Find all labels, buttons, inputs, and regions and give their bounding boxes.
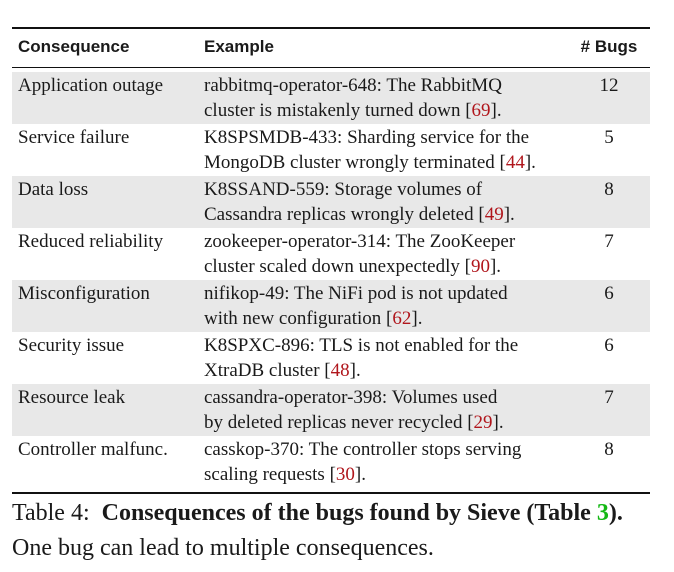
example-line2-end: ].: [349, 360, 361, 381]
table-row: Data loss K8SSAND-559: Storage volumes of…: [12, 176, 650, 228]
citation-link[interactable]: 62: [392, 308, 412, 329]
example-line2-end: ].: [490, 100, 502, 121]
citation-link[interactable]: 69: [471, 100, 491, 121]
caption-table-ref-link[interactable]: 3: [596, 500, 609, 526]
cell-example: cassandra-operator-398: Volumes used by d…: [198, 384, 568, 436]
example-line1: rabbitmq-operator-648: The RabbitMQ: [204, 75, 502, 96]
table-row: Reduced reliability zookeeper-operator-31…: [12, 228, 650, 280]
header-consequence: Consequence: [18, 37, 130, 56]
cell-consequence: Reduced reliability: [18, 231, 164, 252]
example-line1: cassandra-operator-398: Volumes used: [204, 387, 498, 408]
table-row: Service failure K8SPSMDB-433: Sharding se…: [12, 124, 650, 176]
cell-consequence: Data loss: [12, 176, 198, 228]
cell-example: rabbitmq-operator-648: The RabbitMQ clust…: [198, 72, 568, 124]
table-body: Consequence Example # Bugs: [12, 29, 650, 67]
table-row: Controller malfunc. casskop-370: The cont…: [12, 436, 650, 488]
table-row: Resource leak cassandra-operator-398: Vol…: [12, 384, 650, 436]
example-line1: K8SPXC-896: TLS is not enabled for the: [204, 335, 519, 356]
table-row: Application outage rabbitmq-operator-648:…: [12, 72, 650, 124]
example-line2: with new configuration [: [204, 308, 393, 329]
citation-link[interactable]: 48: [330, 360, 350, 381]
example-line1: zookeeper-operator-314: The ZooKeeper: [204, 231, 516, 252]
example-line1: K8SPSMDB-433: Sharding service for the: [204, 127, 530, 148]
table-header-rule: [12, 67, 650, 68]
cell-consequence: Service failure: [18, 127, 130, 148]
example-line2: MongoDB cluster wrongly terminated [: [204, 152, 506, 173]
table-row: Security issue K8SPXC-896: TLS is not ena…: [12, 332, 650, 384]
citation-link[interactable]: 44: [505, 152, 525, 173]
table-rows: Application outage rabbitmq-operator-648:…: [12, 72, 650, 488]
example-line2: by deleted replicas never recycled [: [204, 412, 474, 433]
example-line2-end: ].: [489, 256, 502, 277]
cell-example: casskop-370: The controller stops servin…: [198, 436, 568, 488]
example-line2: cluster scaled down unexpectedly [: [204, 256, 471, 277]
consequences-table: Consequence Example # Bugs Application o…: [12, 27, 650, 494]
table-row: Misconfiguration nifikop-49: The NiFi pod…: [12, 280, 650, 332]
caption-label: Table 4:: [12, 500, 90, 526]
cell-consequence: Controller malfunc.: [18, 439, 168, 460]
cell-consequence: Security issue: [18, 335, 125, 356]
citation-link[interactable]: 49: [484, 204, 504, 225]
example-line1: casskop-370: The controller stops servin…: [204, 439, 522, 460]
cell-consequence: Resource leak: [12, 384, 198, 436]
example-line2: scaling requests [: [204, 464, 336, 485]
header-example: Example: [204, 37, 274, 56]
cell-example: K8SPSMDB-433: Sharding service for the Mo…: [198, 124, 568, 176]
cell-bug-count: 7: [568, 384, 650, 436]
cell-bug-count: 5: [604, 127, 614, 148]
example-line1: nifikop-49: The NiFi pod is not updated: [204, 283, 508, 304]
table-bottom-rule: [12, 492, 650, 494]
cell-bug-count: 8: [568, 176, 650, 228]
cell-bug-count: 6: [568, 280, 650, 332]
cell-example: zookeeper-operator-314: The ZooKeeper clu…: [198, 228, 568, 280]
example-line1: K8SSAND-559: Storage volumes of: [204, 179, 483, 200]
example-line2-end: ].: [411, 308, 423, 329]
header-bugs: # Bugs: [580, 37, 638, 56]
cell-example: K8SPXC-896: TLS is not enabled for the Xt…: [198, 332, 568, 384]
example-line2: XtraDB cluster [: [204, 360, 331, 381]
cell-bug-count: 6: [604, 335, 614, 356]
cell-example: K8SSAND-559: Storage volumes of Cassandra…: [198, 176, 568, 228]
table-header-row: Consequence Example # Bugs: [12, 29, 650, 67]
table-caption: Table 4: Consequences of the bugs found …: [12, 496, 652, 566]
caption-title: Consequences of the bugs found by Sieve …: [101, 500, 623, 526]
example-line2: Cassandra replicas wrongly deleted [: [204, 204, 485, 225]
citation-link[interactable]: 90: [470, 256, 490, 277]
citation-link[interactable]: 30: [335, 464, 355, 485]
cell-example: nifikop-49: The NiFi pod is not updated w…: [198, 280, 568, 332]
cell-bug-count: 7: [604, 231, 614, 252]
table-top-rule: [12, 27, 650, 29]
caption-rest: One bug can lead to multiple consequence…: [12, 535, 434, 561]
example-line2-end: ].: [492, 412, 504, 433]
cell-bug-count: 12: [568, 72, 650, 124]
example-line2-end: ].: [524, 152, 536, 173]
cell-consequence: Misconfiguration: [12, 280, 198, 332]
example-line2: cluster is mistakenly turned down [: [204, 100, 472, 121]
citation-link[interactable]: 29: [473, 412, 493, 433]
example-line2-end: ].: [354, 464, 366, 485]
example-line2-end: ].: [503, 204, 515, 225]
cell-consequence: Application outage: [12, 72, 198, 124]
cell-bug-count: 8: [604, 439, 614, 460]
